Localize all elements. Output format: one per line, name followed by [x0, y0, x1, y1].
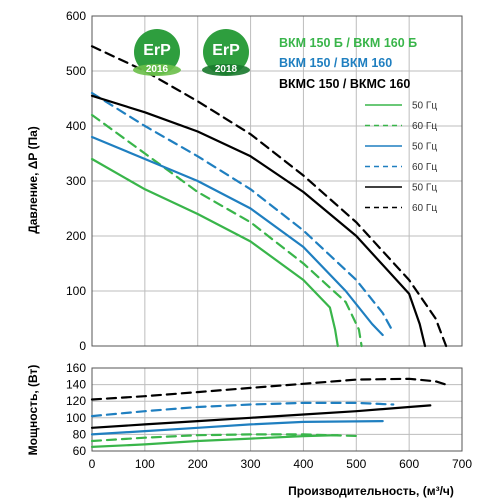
power-series-line — [90, 434, 339, 448]
x-tick-label: 300 — [241, 457, 261, 471]
erp-2016-badge: ErP 2016 — [133, 29, 181, 76]
pressure-y-tick-label: 600 — [66, 9, 86, 23]
power-series-line — [90, 404, 432, 429]
legend-group-title: ВКМС 150 / ВКМС 160 — [279, 77, 410, 91]
power-frame — [91, 367, 463, 452]
legend-entry-label: 60 Гц — [412, 162, 437, 173]
legend: ВКМ 150 Б / ВКМ 160 Б ВКМ 150 / ВКМ 160 … — [279, 36, 437, 214]
pressure-y-tick-label: 0 — [79, 339, 86, 353]
power-axis-title: Мощность, (Вт) — [26, 365, 40, 456]
pressure-series-line — [90, 45, 448, 348]
power-plot-area — [92, 368, 462, 451]
power-series-line — [90, 401, 395, 418]
legend-group-title: ВКМ 150 Б / ВКМ 160 Б — [279, 36, 417, 50]
pressure-series-line — [90, 157, 339, 348]
legend-entry-label: 60 Гц — [412, 203, 437, 214]
power-y-tick-label: 100 — [66, 411, 86, 425]
x-tick-label: 700 — [452, 457, 472, 471]
pressure-y-tick-label: 500 — [66, 64, 86, 78]
erp-2018-badge: ErP 2018 — [202, 29, 250, 76]
erp-2016-label: ErP — [143, 42, 171, 59]
x-tick-label: 400 — [293, 457, 313, 471]
pressure-y-tick-label: 400 — [66, 119, 86, 133]
erp-2018-year: 2018 — [215, 64, 238, 75]
legend-entry-label: 50 Гц — [412, 101, 437, 112]
pressure-y-tick-label: 200 — [66, 229, 86, 243]
x-tick-label: 600 — [399, 457, 419, 471]
pressure-series-line — [90, 135, 384, 337]
x-tick-label: 500 — [346, 457, 366, 471]
power-series-line — [90, 377, 448, 401]
pressure-plot: 0 100 200 300 400 500 600 — [66, 9, 463, 353]
legend-entry-label: 50 Гц — [412, 183, 437, 194]
power-y-tick-label: 120 — [66, 394, 86, 408]
pressure-series-line — [90, 113, 363, 348]
pressure-series-line — [90, 94, 427, 348]
erp-2018-label: ErP — [212, 42, 240, 59]
x-tick-label: 100 — [135, 457, 155, 471]
legend-entry-label: 50 Гц — [412, 142, 437, 153]
legend-entry-label: 60 Гц — [412, 121, 437, 132]
power-series-line — [90, 420, 384, 436]
x-tick-label: 200 — [188, 457, 208, 471]
x-tick-label: 0 — [89, 457, 96, 471]
power-series-line — [90, 433, 363, 443]
power-plot: 60 80 100 120 140 160 0 100 200 300 400 500 600 700 — [66, 361, 472, 471]
pressure-axis-title: Давление, ΔP (Па) — [26, 126, 40, 234]
legend-group-title: ВКМ 150 / ВКМ 160 — [279, 56, 392, 70]
pressure-frame — [91, 15, 463, 347]
pressure-series-line — [90, 91, 395, 334]
pressure-y-tick-label: 300 — [66, 174, 86, 188]
power-y-tick-label: 160 — [66, 361, 86, 375]
power-y-tick-label: 80 — [73, 427, 87, 441]
flow-axis-title: Производительность, (м³/ч) — [288, 484, 454, 498]
erp-2016-year: 2016 — [146, 64, 169, 75]
pressure-y-tick-label: 100 — [66, 284, 86, 298]
power-y-tick-label: 60 — [73, 444, 87, 458]
power-y-tick-label: 140 — [66, 378, 86, 392]
